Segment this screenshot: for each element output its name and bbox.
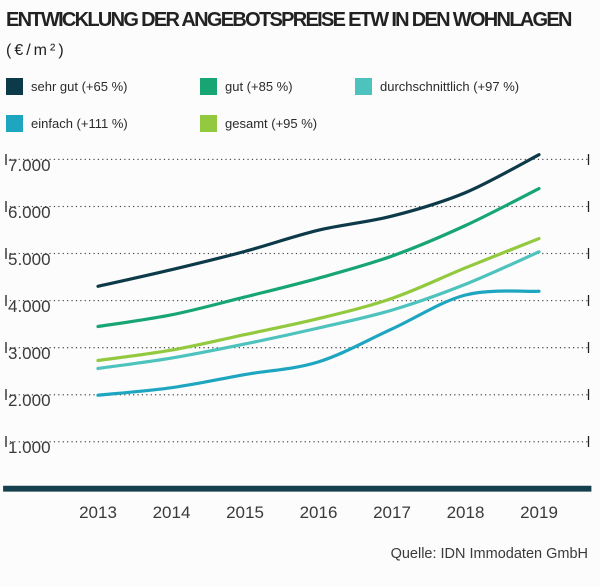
svg-text:2016: 2016	[300, 503, 338, 522]
svg-text:2014: 2014	[153, 503, 191, 522]
svg-text:2017: 2017	[373, 503, 411, 522]
svg-text:3.000: 3.000	[8, 344, 51, 363]
svg-text:7.000: 7.000	[8, 156, 51, 175]
svg-text:4.000: 4.000	[8, 297, 51, 316]
svg-text:2019: 2019	[520, 503, 558, 522]
svg-text:6.000: 6.000	[8, 203, 51, 222]
svg-text:2.000: 2.000	[8, 391, 51, 410]
svg-text:1.000: 1.000	[8, 438, 51, 457]
svg-text:2013: 2013	[79, 503, 117, 522]
svg-text:2018: 2018	[447, 503, 485, 522]
svg-text:2015: 2015	[226, 503, 264, 522]
svg-text:5.000: 5.000	[8, 250, 51, 269]
svg-text:Quelle: IDN Immodaten GmbH: Quelle: IDN Immodaten GmbH	[391, 546, 588, 562]
